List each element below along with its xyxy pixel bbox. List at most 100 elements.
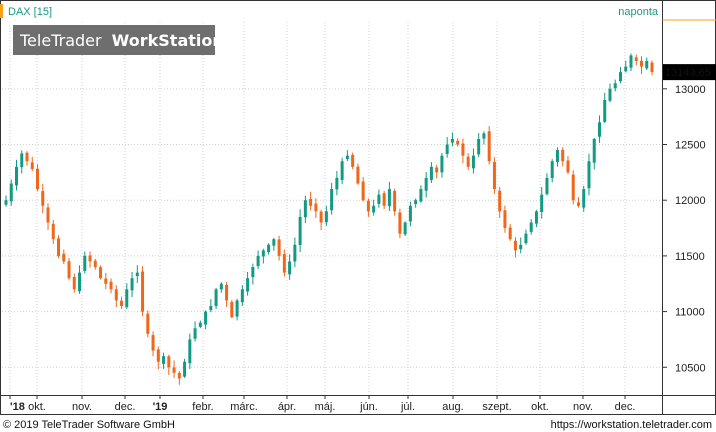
candle-up bbox=[303, 200, 307, 218]
candle-down bbox=[172, 367, 176, 373]
candle-down bbox=[230, 302, 234, 318]
candle-up bbox=[267, 244, 271, 253]
candle-down bbox=[487, 131, 491, 162]
candle-down bbox=[46, 207, 50, 223]
candle-up bbox=[440, 155, 444, 173]
candle-down bbox=[57, 238, 61, 256]
candle-up bbox=[408, 205, 412, 222]
candle-down bbox=[146, 313, 150, 334]
candle-down bbox=[639, 60, 643, 67]
candle-down bbox=[30, 162, 34, 170]
candle-down bbox=[456, 140, 460, 145]
candle-up bbox=[603, 99, 607, 122]
candle-down bbox=[361, 181, 365, 201]
candle-up bbox=[335, 177, 339, 190]
candle-up bbox=[219, 283, 223, 290]
candle-down bbox=[151, 335, 155, 351]
period-label: naponta bbox=[618, 6, 659, 18]
candle-up bbox=[261, 250, 265, 257]
candle-up bbox=[330, 189, 334, 211]
y-tick-label: 12000 bbox=[675, 195, 706, 207]
candle-up bbox=[256, 255, 260, 267]
candle-up bbox=[345, 155, 349, 160]
candle-up bbox=[629, 55, 633, 68]
x-tick-label: '18 bbox=[10, 401, 25, 413]
y-tick-label: 10500 bbox=[675, 362, 706, 374]
candle-down bbox=[25, 152, 29, 162]
candle-up bbox=[324, 211, 328, 223]
candle-down bbox=[277, 239, 281, 256]
watermark-text: TeleTrader WorkStation bbox=[19, 31, 224, 50]
candle-up bbox=[298, 216, 302, 245]
candle-up bbox=[429, 166, 433, 181]
candle-down bbox=[114, 289, 118, 301]
x-tick-label: nov. bbox=[72, 401, 92, 413]
candle-down bbox=[571, 174, 575, 201]
candle-down bbox=[561, 149, 565, 162]
last-price-tag: 13143,65 bbox=[663, 64, 716, 81]
watermark: TeleTrader WorkStation bbox=[13, 25, 224, 55]
candle-down bbox=[109, 281, 113, 290]
x-tick-label: nov. bbox=[573, 401, 593, 413]
watermark-brand: TeleTrader bbox=[19, 31, 102, 50]
candle-up bbox=[471, 155, 475, 169]
candle-down bbox=[314, 203, 318, 212]
candle-up bbox=[618, 72, 622, 82]
x-tick-label: jún. bbox=[359, 401, 378, 413]
y-axis-ticks: 10500 11000 11500 12000 12500 13000 bbox=[662, 84, 706, 374]
candle-down bbox=[88, 255, 92, 262]
candle-down bbox=[120, 300, 124, 307]
candle-down bbox=[104, 278, 108, 284]
plot-frame bbox=[0, 0, 716, 415]
candle-up bbox=[214, 289, 218, 307]
candle-up bbox=[613, 83, 617, 89]
x-tick-label: ápr. bbox=[278, 401, 296, 413]
candle-down bbox=[225, 284, 229, 301]
candle-down bbox=[461, 143, 465, 156]
candle-down bbox=[356, 166, 360, 184]
candle-up bbox=[477, 138, 481, 155]
candle-up bbox=[545, 177, 549, 195]
candle-down bbox=[177, 372, 181, 379]
candle-down bbox=[650, 62, 654, 73]
last-price-tag-box bbox=[663, 64, 716, 81]
x-tick-label: dec. bbox=[615, 401, 636, 413]
x-tick-label: febr. bbox=[192, 401, 213, 413]
candle-up bbox=[524, 233, 528, 244]
candle-up bbox=[424, 177, 428, 191]
candle-down bbox=[366, 200, 370, 212]
x-tick-label: '19 bbox=[153, 401, 168, 413]
candle-up bbox=[235, 300, 239, 317]
candle-down bbox=[41, 191, 45, 206]
y-tick-label: 13000 bbox=[675, 84, 706, 96]
candle-up bbox=[20, 153, 24, 168]
watermark-box bbox=[13, 25, 215, 55]
candle-up bbox=[377, 194, 381, 204]
x-tick-label: okt. bbox=[28, 401, 46, 413]
footer-url[interactable]: https://workstation.teletrader.com bbox=[551, 419, 712, 431]
candle-up bbox=[204, 311, 208, 325]
candle-up bbox=[162, 356, 166, 364]
candle-up bbox=[450, 138, 454, 143]
candle-up bbox=[78, 272, 82, 292]
candle-up bbox=[540, 194, 544, 213]
instrument-label: DAX [15] bbox=[8, 6, 52, 18]
candle-up bbox=[519, 244, 523, 250]
candle-up bbox=[582, 189, 586, 208]
candle-down bbox=[93, 260, 97, 268]
x-tick-label: máj. bbox=[315, 401, 336, 413]
last-price-value: 13143,65 bbox=[665, 67, 711, 79]
candle-down bbox=[466, 156, 470, 167]
candle-up bbox=[209, 306, 213, 311]
candle-down bbox=[634, 57, 638, 61]
candle-up bbox=[550, 161, 554, 179]
candle-down bbox=[167, 356, 171, 368]
candle-up bbox=[403, 222, 407, 235]
candle-up bbox=[288, 261, 292, 275]
candle-up bbox=[198, 322, 202, 327]
candle-up bbox=[445, 144, 449, 154]
x-tick-label: júl. bbox=[400, 401, 415, 413]
title-accent-bar bbox=[0, 4, 3, 18]
candle-down bbox=[72, 276, 76, 290]
